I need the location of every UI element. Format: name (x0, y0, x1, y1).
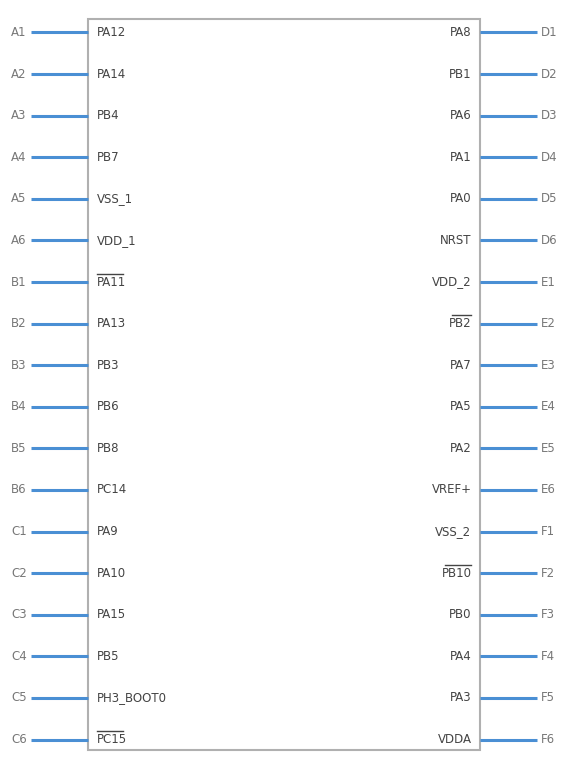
Text: A2: A2 (11, 67, 27, 80)
Text: PB6: PB6 (97, 401, 119, 413)
Text: NRST: NRST (440, 234, 471, 247)
Text: PB1: PB1 (449, 67, 471, 80)
Text: F3: F3 (541, 608, 556, 621)
Text: PA8: PA8 (450, 26, 471, 39)
Text: A4: A4 (11, 151, 27, 164)
Text: PA5: PA5 (450, 401, 471, 413)
Text: PC15: PC15 (97, 733, 127, 746)
Text: A1: A1 (11, 26, 27, 39)
Text: A3: A3 (11, 109, 27, 122)
Text: PB2: PB2 (449, 317, 471, 330)
Text: VDD_1: VDD_1 (97, 234, 136, 247)
Text: PB0: PB0 (449, 608, 471, 621)
Text: PA13: PA13 (97, 317, 126, 330)
Text: PB10: PB10 (441, 567, 471, 580)
Text: PA4: PA4 (450, 650, 471, 663)
Text: PA14: PA14 (97, 67, 126, 80)
Text: PA9: PA9 (97, 525, 118, 538)
Text: PA7: PA7 (450, 359, 471, 371)
Text: C1: C1 (11, 525, 27, 538)
Text: PA3: PA3 (450, 692, 471, 705)
Text: VDD_2: VDD_2 (432, 276, 471, 289)
Text: C3: C3 (11, 608, 27, 621)
Text: B4: B4 (11, 401, 27, 413)
Text: PB4: PB4 (97, 109, 119, 122)
Text: F4: F4 (541, 650, 556, 663)
Text: PA12: PA12 (97, 26, 126, 39)
Text: PH3_BOOT0: PH3_BOOT0 (97, 692, 166, 705)
Text: D4: D4 (541, 151, 558, 164)
Text: B1: B1 (11, 276, 27, 289)
Text: A5: A5 (11, 192, 27, 205)
Text: D5: D5 (541, 192, 558, 205)
Text: E4: E4 (541, 401, 556, 413)
Text: E1: E1 (541, 276, 556, 289)
Text: PA6: PA6 (450, 109, 471, 122)
Text: PA10: PA10 (97, 567, 126, 580)
Text: E6: E6 (541, 483, 556, 496)
Text: C4: C4 (11, 650, 27, 663)
Text: PB8: PB8 (97, 442, 119, 455)
Text: C6: C6 (11, 733, 27, 746)
Text: VSS_2: VSS_2 (435, 525, 471, 538)
Text: D3: D3 (541, 109, 558, 122)
Text: PA11: PA11 (97, 276, 126, 289)
Text: D2: D2 (541, 67, 558, 80)
Text: VDDA: VDDA (437, 733, 471, 746)
Text: D6: D6 (541, 234, 558, 247)
Text: E5: E5 (541, 442, 556, 455)
Text: PA0: PA0 (450, 192, 471, 205)
Text: PA2: PA2 (450, 442, 471, 455)
Text: C5: C5 (11, 692, 27, 705)
Text: PA1: PA1 (450, 151, 471, 164)
Text: D1: D1 (541, 26, 558, 39)
Text: F2: F2 (541, 567, 556, 580)
Text: B2: B2 (11, 317, 27, 330)
Text: PB5: PB5 (97, 650, 119, 663)
Text: VREF+: VREF+ (432, 483, 471, 496)
Text: B3: B3 (11, 359, 27, 371)
Text: F6: F6 (541, 733, 556, 746)
Text: VSS_1: VSS_1 (97, 192, 133, 205)
Text: E3: E3 (541, 359, 556, 371)
Text: F1: F1 (541, 525, 556, 538)
Text: B5: B5 (11, 442, 27, 455)
Text: E2: E2 (541, 317, 556, 330)
Text: B6: B6 (11, 483, 27, 496)
Text: PC14: PC14 (97, 483, 127, 496)
Text: C2: C2 (11, 567, 27, 580)
Text: PA15: PA15 (97, 608, 126, 621)
Text: A6: A6 (11, 234, 27, 247)
Bar (88, 19, 480, 750)
Text: PB7: PB7 (97, 151, 119, 164)
Text: PB3: PB3 (97, 359, 119, 371)
Text: F5: F5 (541, 692, 556, 705)
